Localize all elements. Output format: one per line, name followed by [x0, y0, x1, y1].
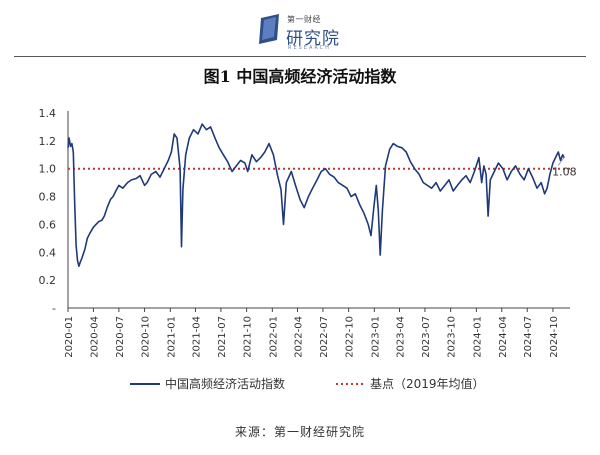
x-tick-label: 2022-01 — [268, 316, 279, 358]
header-divider — [14, 56, 586, 57]
x-tick-label: 2021-04 — [191, 316, 202, 358]
end-value-label: 1.08 — [552, 166, 577, 179]
x-tick-label: 2020-01 — [64, 316, 75, 358]
logo-small-text: 第一财经 — [287, 15, 321, 24]
x-tick-label: 2022-07 — [319, 316, 330, 358]
logo-subtitle: RESEARCH — [288, 45, 331, 51]
y-tick-label: 1.0 — [39, 163, 57, 176]
x-tick-label: 2022-04 — [293, 316, 304, 358]
x-tick-label: 2020-04 — [89, 316, 100, 358]
x-tick-label: 2020-07 — [115, 316, 126, 358]
x-tick-label: 2021-01 — [166, 316, 177, 358]
y-tick-label: 1.2 — [39, 135, 57, 148]
x-tick-label: 2024-07 — [523, 316, 534, 358]
source-note: 来源：第一财经研究院 — [234, 425, 365, 439]
logo-name: 研究院 — [286, 29, 340, 49]
chart-title: 图1 中国高频经济活动指数 — [203, 67, 397, 86]
legend-label-index: 中国高频经济活动指数 — [165, 376, 285, 391]
x-tick-label: 2023-04 — [395, 316, 406, 358]
x-tick-label: 2020-10 — [141, 316, 152, 358]
x-tick-label: 2021-07 — [217, 316, 228, 358]
x-tick-label: 2023-07 — [421, 316, 432, 358]
legend-label-baseline: 基点（2019年均值） — [370, 376, 485, 391]
logo: 第一财经 研究院 RESEARCH — [257, 12, 347, 52]
x-tick-label: 2023-10 — [447, 316, 458, 358]
end-label-leader — [557, 157, 565, 166]
index-series-line — [67, 123, 565, 267]
y-tick-label: 0.2 — [39, 274, 57, 287]
y-tick-label: 1.4 — [39, 107, 57, 120]
x-tick-label: 2024-10 — [549, 316, 560, 358]
logo-mark-icon — [259, 14, 279, 44]
x-tick-label: 2021-10 — [243, 316, 254, 358]
y-tick-label: 0.4 — [39, 246, 57, 259]
x-tick-label: 2022-10 — [345, 316, 356, 358]
y-tick-label: - — [52, 302, 56, 315]
x-tick-label: 2023-01 — [370, 316, 381, 358]
y-tick-label: 0.6 — [39, 218, 57, 231]
x-tick-label: 2024-04 — [498, 316, 509, 358]
y-tick-label: 0.8 — [39, 191, 57, 204]
x-tick-label: 2024-01 — [472, 316, 483, 358]
